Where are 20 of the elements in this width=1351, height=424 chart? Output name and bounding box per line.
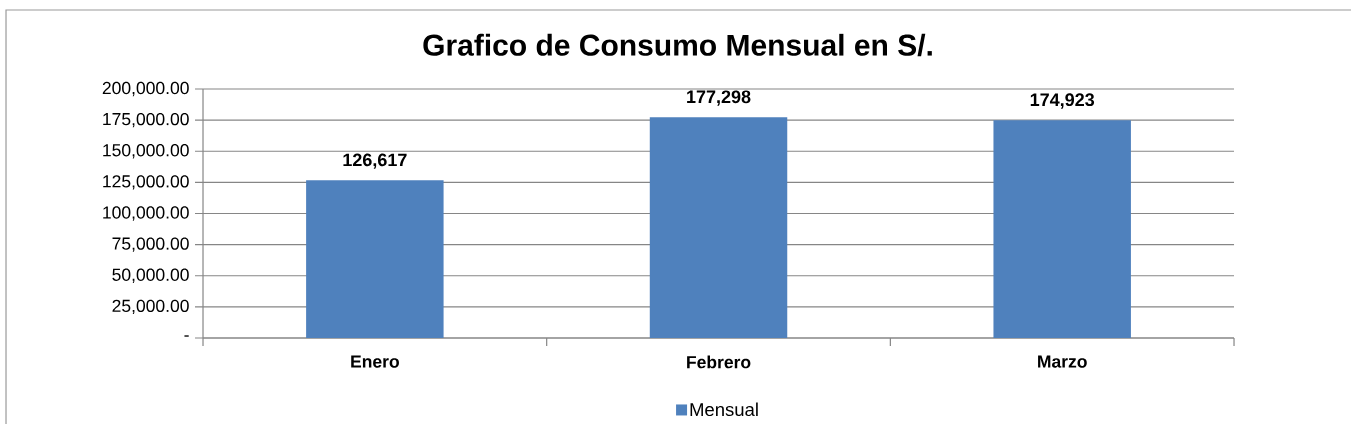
y-tick-label: -	[184, 335, 189, 337]
y-tick-label: 200,000.00	[102, 81, 189, 97]
data-label: 126,617	[343, 153, 407, 169]
bar	[306, 180, 444, 338]
y-tick-label: 175,000.00	[103, 112, 189, 128]
y-tick-label: 75,000.00	[112, 237, 189, 252]
y-tick-label: 125,000.00	[103, 175, 189, 190]
y-tick-label: 100,000.00	[103, 206, 189, 221]
bar	[649, 117, 788, 338]
data-label: 174,923	[1030, 93, 1095, 109]
x-tick-label: Enero	[351, 355, 399, 368]
y-tick-label: 50,000.00	[112, 268, 189, 283]
data-label: 177,298	[687, 90, 751, 106]
chart-title: Grafico de Consumo Mensual en S/.	[423, 33, 932, 57]
bar	[993, 120, 1131, 338]
x-tick-label: Febrero	[687, 355, 751, 369]
y-tick-label: 150,000.00	[103, 144, 189, 159]
y-tick-label: 25,000.00	[112, 299, 189, 315]
legend-label: Mensual	[690, 402, 758, 417]
x-tick-label: Marzo	[1038, 355, 1087, 368]
